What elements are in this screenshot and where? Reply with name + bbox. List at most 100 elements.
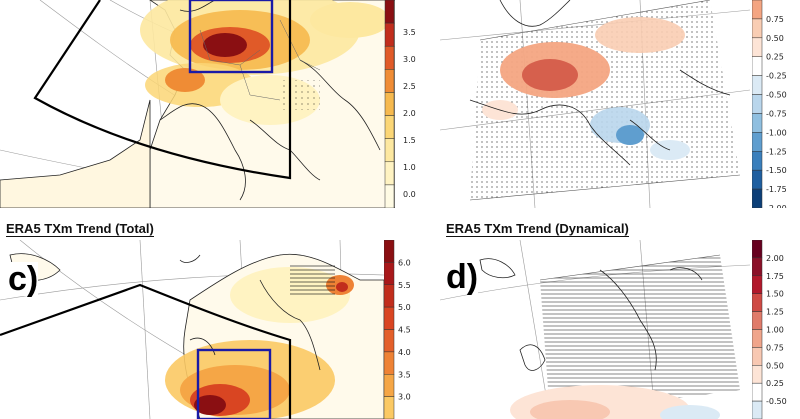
domain-edge-b [469, 0, 741, 201]
coastlines-b [469, 0, 731, 166]
colorbar-swatch [752, 240, 763, 259]
colorbar-swatch [752, 0, 763, 20]
colorbar-tick-label: 3.5 [398, 370, 411, 379]
map-panel-a [0, 0, 395, 208]
panel-d: d) [440, 240, 750, 419]
panel-c-letter: c) [8, 260, 39, 298]
colorbar-tick-label: 0.0 [403, 190, 416, 199]
colorbar-tick-label: 5.5 [398, 281, 411, 290]
colorbar-a [384, 0, 395, 208]
coastlines-c [179, 254, 321, 371]
colorbar-swatch [752, 56, 763, 76]
colorbar-swatch [384, 396, 395, 419]
panel-d-letter: d) [446, 258, 479, 296]
colorbar-swatch [384, 329, 395, 353]
colorbar-tick-label: -1.00 [766, 128, 787, 137]
domain-edge-d [539, 254, 721, 281]
colorbar-tick-label: 1.25 [766, 308, 784, 317]
colorbar-swatch [752, 37, 763, 57]
colorbar-swatch [384, 161, 395, 186]
colorbar-tick-label: -2.00 [766, 204, 787, 208]
colorbar-tick-label: 3.5 [403, 28, 416, 37]
colorbar-tick-label: 1.0 [403, 163, 416, 172]
colorbar-tick-label: 1.00 [766, 326, 784, 335]
map-panel-b [440, 0, 750, 208]
map-panel-c [0, 240, 384, 419]
colorbar-tick-label: 2.00 [766, 254, 784, 263]
panel-d-title: ERA5 TXm Trend (Dynamical) [446, 221, 629, 237]
colorbar-swatch [384, 138, 395, 163]
map-panel-d [440, 240, 750, 419]
colorbar-swatch [752, 132, 763, 152]
colorbar-swatch [384, 92, 395, 116]
colorbar-tick-label: 4.0 [398, 348, 411, 357]
panel-c-title: ERA5 TXm Trend (Total) [6, 221, 154, 237]
colorbar-tick-label: -0.50 [766, 91, 787, 100]
colorbar-swatch [752, 275, 763, 294]
colorbar-swatch [384, 115, 395, 139]
colorbar-tick-label: 0.75 [766, 343, 784, 352]
colorbar-swatch [752, 347, 763, 366]
colorbar-tick-label: 0.25 [766, 53, 784, 62]
colorbar-b: 0.75 0.50 0.25 -0.25 -0.50 -0.75 -1.00 -1.25 -1.… [752, 0, 787, 208]
colorbar-swatch [752, 151, 763, 171]
region-box-a [188, 0, 274, 74]
colorbar-tick-label: 5.0 [398, 303, 411, 312]
colorbar-swatch [384, 45, 395, 70]
colorbar-a-labels: 3.5 3.0 2.5 2.0 1.5 1.0 0.0 [403, 28, 416, 199]
colorbar-swatch [384, 351, 395, 375]
colorbar-swatch [752, 113, 763, 133]
domain-outline-c [0, 283, 292, 419]
trend-field-d [510, 385, 720, 419]
colorbar-swatch [752, 169, 763, 190]
region-box-c [196, 348, 272, 419]
colorbar-tick-label: 0.75 [766, 15, 784, 24]
colorbar-swatch [384, 69, 395, 93]
colorbar-swatch [384, 262, 395, 285]
colorbar-swatch [752, 257, 763, 277]
colorbar-swatch [384, 0, 395, 24]
colorbar-tick-label: -0.50 [766, 397, 787, 406]
hatch-c [290, 265, 335, 295]
colorbar-swatch [752, 94, 763, 114]
colorbar-swatch [752, 365, 763, 384]
panel-b [440, 0, 750, 208]
colorbar-tick-label: 1.5 [403, 136, 416, 145]
stipple-a [280, 80, 320, 110]
colorbar-tick-label: 2.0 [403, 109, 416, 118]
borders-a [199, 19, 321, 101]
colorbar-swatch [752, 329, 763, 348]
colorbar-tick-label: -1.25 [766, 147, 787, 156]
panel-c: c) [0, 240, 384, 419]
domain-outline-a [33, 0, 292, 180]
colorbar-swatch [384, 240, 395, 263]
colorbar-swatch [752, 382, 763, 402]
colorbar-swatch [384, 284, 395, 308]
colorbar-d: 2.00 1.75 1.50 1.25 1.00 0.75 0.50 0.25 -0.50 [752, 240, 787, 419]
colorbar-swatch [752, 293, 763, 312]
panel-a [0, 0, 395, 208]
colorbar-swatch [752, 311, 763, 330]
colorbar-tick-label: 3.0 [403, 55, 416, 64]
colorbar-tick-label: 1.50 [766, 290, 784, 299]
colorbar-tick-label: 0.50 [766, 34, 784, 43]
colorbar-tick-label: 3.0 [398, 393, 411, 402]
colorbar-swatch [384, 306, 395, 330]
colorbar-swatch [752, 400, 763, 419]
hatch-d [540, 255, 740, 415]
colorbar-tick-label: 0.25 [766, 379, 784, 388]
colorbar-tick-label: -1.50 [766, 166, 787, 175]
colorbar-tick-label: 4.5 [398, 326, 411, 335]
colorbar-tick-label: 2.5 [403, 82, 416, 91]
colorbar-tick-label: 6.0 [398, 258, 411, 267]
colorbar-swatch [752, 18, 763, 39]
colorbar-swatch [384, 22, 395, 47]
colorbar-swatch [752, 188, 763, 208]
colorbar-c: 6.0 5.5 5.0 4.5 4.0 3.5 3.0 [384, 240, 411, 419]
trend-field-b [482, 17, 690, 160]
trend-field-a [140, 0, 390, 125]
colorbar-tick-label: -0.75 [766, 109, 787, 118]
colorbar-tick-label: 1.75 [766, 272, 784, 281]
colorbar-swatch [384, 184, 395, 208]
colorbar-tick-label: -1.75 [766, 185, 787, 194]
